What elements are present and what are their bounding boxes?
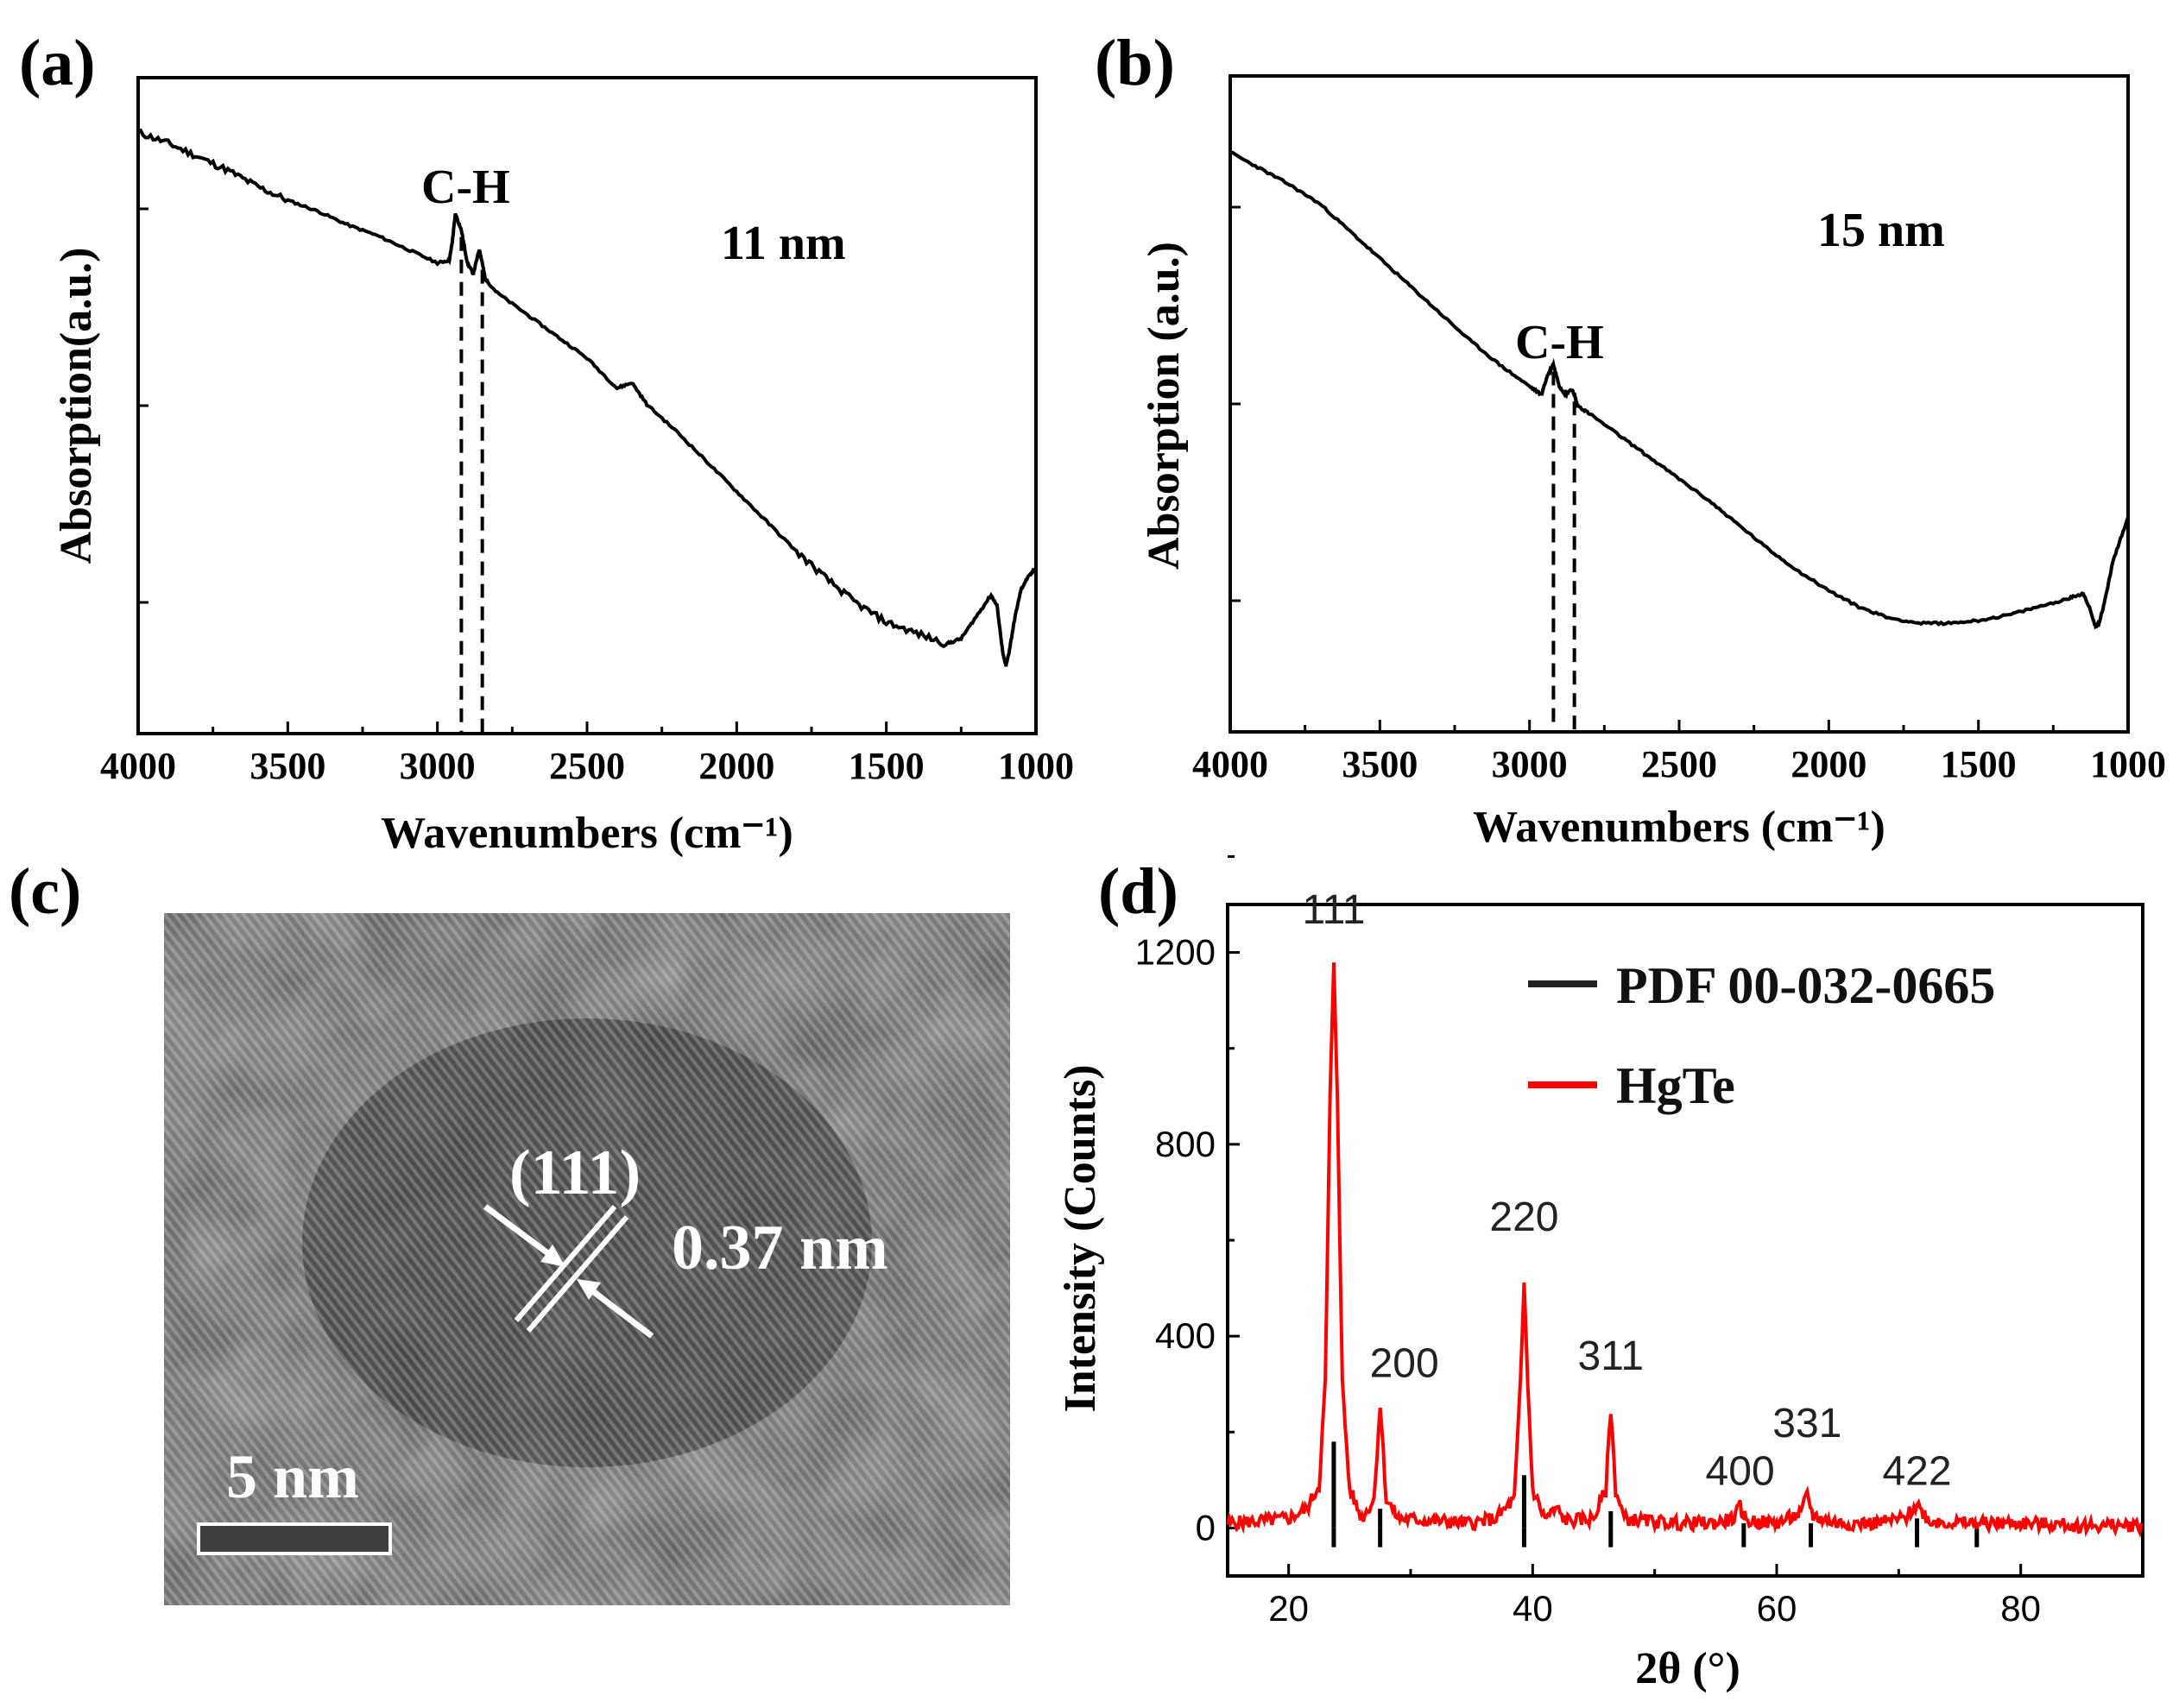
panel-d-xlabel: 2θ (°) <box>1635 1644 1740 1693</box>
panel-a: (a) 4000 3500 3000 2500 2000 1500 1000 C-H 11 … <box>19 27 1074 858</box>
panel-c: (c) (111) 0.37 nm 5 nm <box>9 855 1010 1605</box>
x-tick-label: 3000 <box>1492 743 1568 785</box>
x-tick-label: 1500 <box>1941 743 2017 785</box>
x-tick-label: 1000 <box>2090 743 2166 785</box>
x-tick-label: 2000 <box>1791 743 1866 785</box>
peak-label: 400 <box>1706 1448 1775 1494</box>
panel-b-letter: (b) <box>1095 27 1175 99</box>
panel-a-xlabel: Wavenumbers (cm⁻¹) <box>381 809 793 858</box>
peak-label: 220 <box>1489 1194 1558 1240</box>
peak-label: 311 <box>1578 1333 1645 1379</box>
panel-d-letter: (d) <box>1098 855 1178 928</box>
panel-a-series-line <box>137 128 1038 667</box>
legend-pdf-label: PDF 00-032-0665 <box>1616 957 1995 1014</box>
panel-a-size-annotation: 11 nm <box>721 217 846 270</box>
panel-a-frame <box>136 76 1038 735</box>
x-tick-label: 20 <box>1268 1588 1309 1629</box>
x-tick-label: 4000 <box>100 745 176 787</box>
scale-bar-label: 5 nm <box>226 1442 359 1511</box>
panel-d-ylabel: Intensity (Counts) <box>1056 1064 1105 1412</box>
panel-b-series-line <box>1229 150 2130 630</box>
y-tick-label: 800 <box>1155 1124 1216 1164</box>
panel-a-letter: (a) <box>19 27 96 99</box>
panel-b-ylabel: Absorption (a.u.) <box>1140 242 1189 570</box>
panel-d: (d) 20 40 60 80 0 400 800 1200 111 200 220 311 400… <box>1056 854 2144 1693</box>
panel-c-letter: (c) <box>9 855 81 928</box>
x-tick-label: 3500 <box>1342 743 1418 785</box>
x-tick-label: 80 <box>2000 1588 2041 1629</box>
x-tick-label: 40 <box>1513 1588 1553 1629</box>
y-tick-label: 0 <box>1196 1507 1216 1547</box>
panel-a-ch-annotation: C-H <box>421 161 510 214</box>
lattice-marker <box>483 1204 654 1339</box>
panel-b: (b) 4000 3500 3000 2500 2000 1500 1000 C-H 15 … <box>1095 27 2166 852</box>
arrow-left-icon <box>577 1279 601 1300</box>
x-tick-label: 3500 <box>249 745 325 787</box>
y-tick-label: 1200 <box>1135 932 1216 973</box>
scale-bar <box>197 1522 392 1555</box>
plane-label: (111) <box>509 1138 641 1208</box>
x-tick-label: 2000 <box>698 745 774 787</box>
x-tick-label: 1500 <box>849 745 925 787</box>
panel-d-hgte-line <box>1226 962 2144 1539</box>
panel-a-ylabel: Absorption(a.u.) <box>52 248 101 564</box>
panel-d-legend: PDF 00-032-0665 HgTe <box>1528 957 1995 1114</box>
peak-label: 200 <box>1370 1340 1439 1386</box>
peak-label: 111 <box>1302 887 1365 933</box>
peak-label: 331 <box>1772 1401 1841 1446</box>
x-tick-label: 2500 <box>549 745 625 787</box>
x-tick-label: 60 <box>1757 1588 1797 1629</box>
peak-label: 422 <box>1882 1448 1951 1494</box>
panel-b-size-annotation: 15 nm <box>1817 204 1945 257</box>
x-tick-label: 3000 <box>400 745 476 787</box>
x-tick-label: 4000 <box>1192 743 1268 785</box>
x-tick-label: 1000 <box>998 745 1074 787</box>
legend-hgte-label: HgTe <box>1616 1057 1735 1114</box>
arrow-right-icon <box>540 1245 565 1267</box>
y-tick-label: 400 <box>1155 1315 1216 1356</box>
panel-b-ch-annotation: C-H <box>1515 316 1604 369</box>
spacing-label: 0.37 nm <box>672 1213 888 1283</box>
panel-b-frame <box>1228 74 2130 734</box>
x-tick-label: 2500 <box>1641 743 1717 785</box>
panel-b-xlabel: Wavenumbers (cm⁻¹) <box>1473 803 1885 852</box>
